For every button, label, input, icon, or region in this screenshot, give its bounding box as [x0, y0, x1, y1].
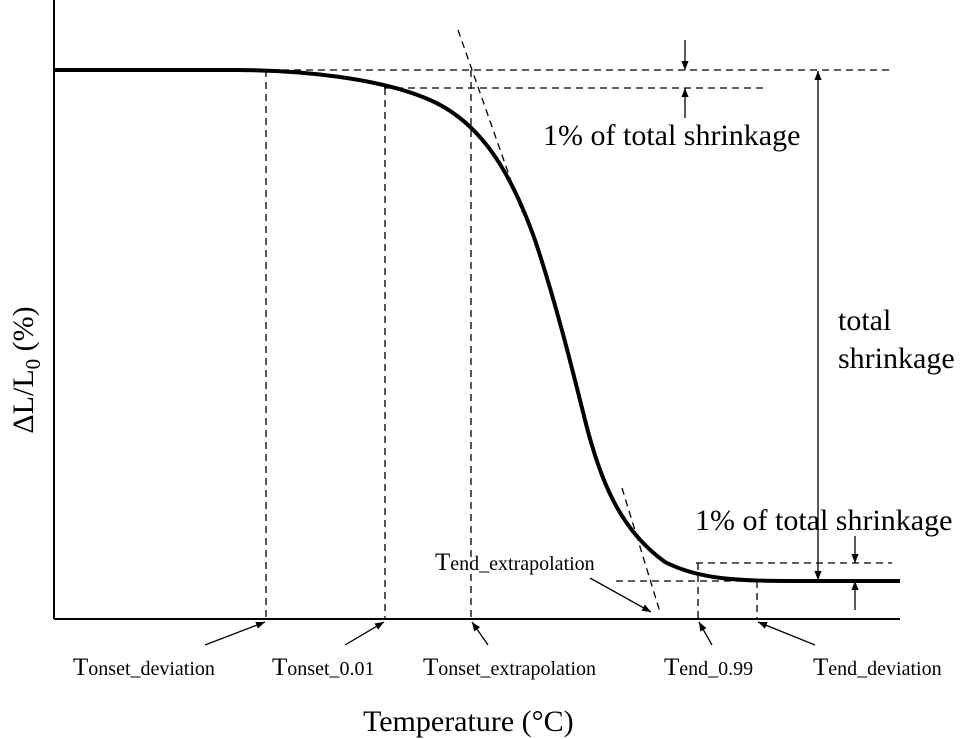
onset-extrapolation-label: Tonset_extrapolation	[423, 654, 596, 681]
end-0.99-pointer-arrow	[698, 621, 713, 646]
end-deviation-pointer-arrow	[757, 621, 816, 646]
onset-0.01-label: Tonset_0.01	[272, 654, 375, 681]
end-0.99-label: Tend_0.99	[664, 654, 753, 681]
end-extrapolation-label: Tend_extrapolation	[435, 549, 595, 576]
end-deviation-label: Tend_deviation	[813, 654, 942, 681]
top-one-percent-label: 1% of total shrinkage	[543, 119, 800, 152]
y-axis-label: ΔL/L0 (%)	[7, 306, 45, 433]
bottom-one-percent-label: 1% of total shrinkage	[695, 504, 952, 537]
onset-extrapolation-pointer-arrow	[471, 621, 489, 646]
end-extrapolation-pointer-arrow	[589, 577, 652, 613]
total-label-line1: total	[838, 304, 891, 337]
shrinkage-curve	[54, 68, 900, 583]
onset-deviation-pointer-arrow	[204, 621, 266, 646]
onset-deviation-label: Tonset_deviation	[73, 654, 215, 681]
x-axis-label: Temperature (°C)	[363, 705, 574, 738]
onset-0.01-pointer-arrow	[344, 621, 385, 646]
total-label-line2: shrinkage	[838, 342, 955, 375]
end-tangent-line	[621, 487, 661, 613]
